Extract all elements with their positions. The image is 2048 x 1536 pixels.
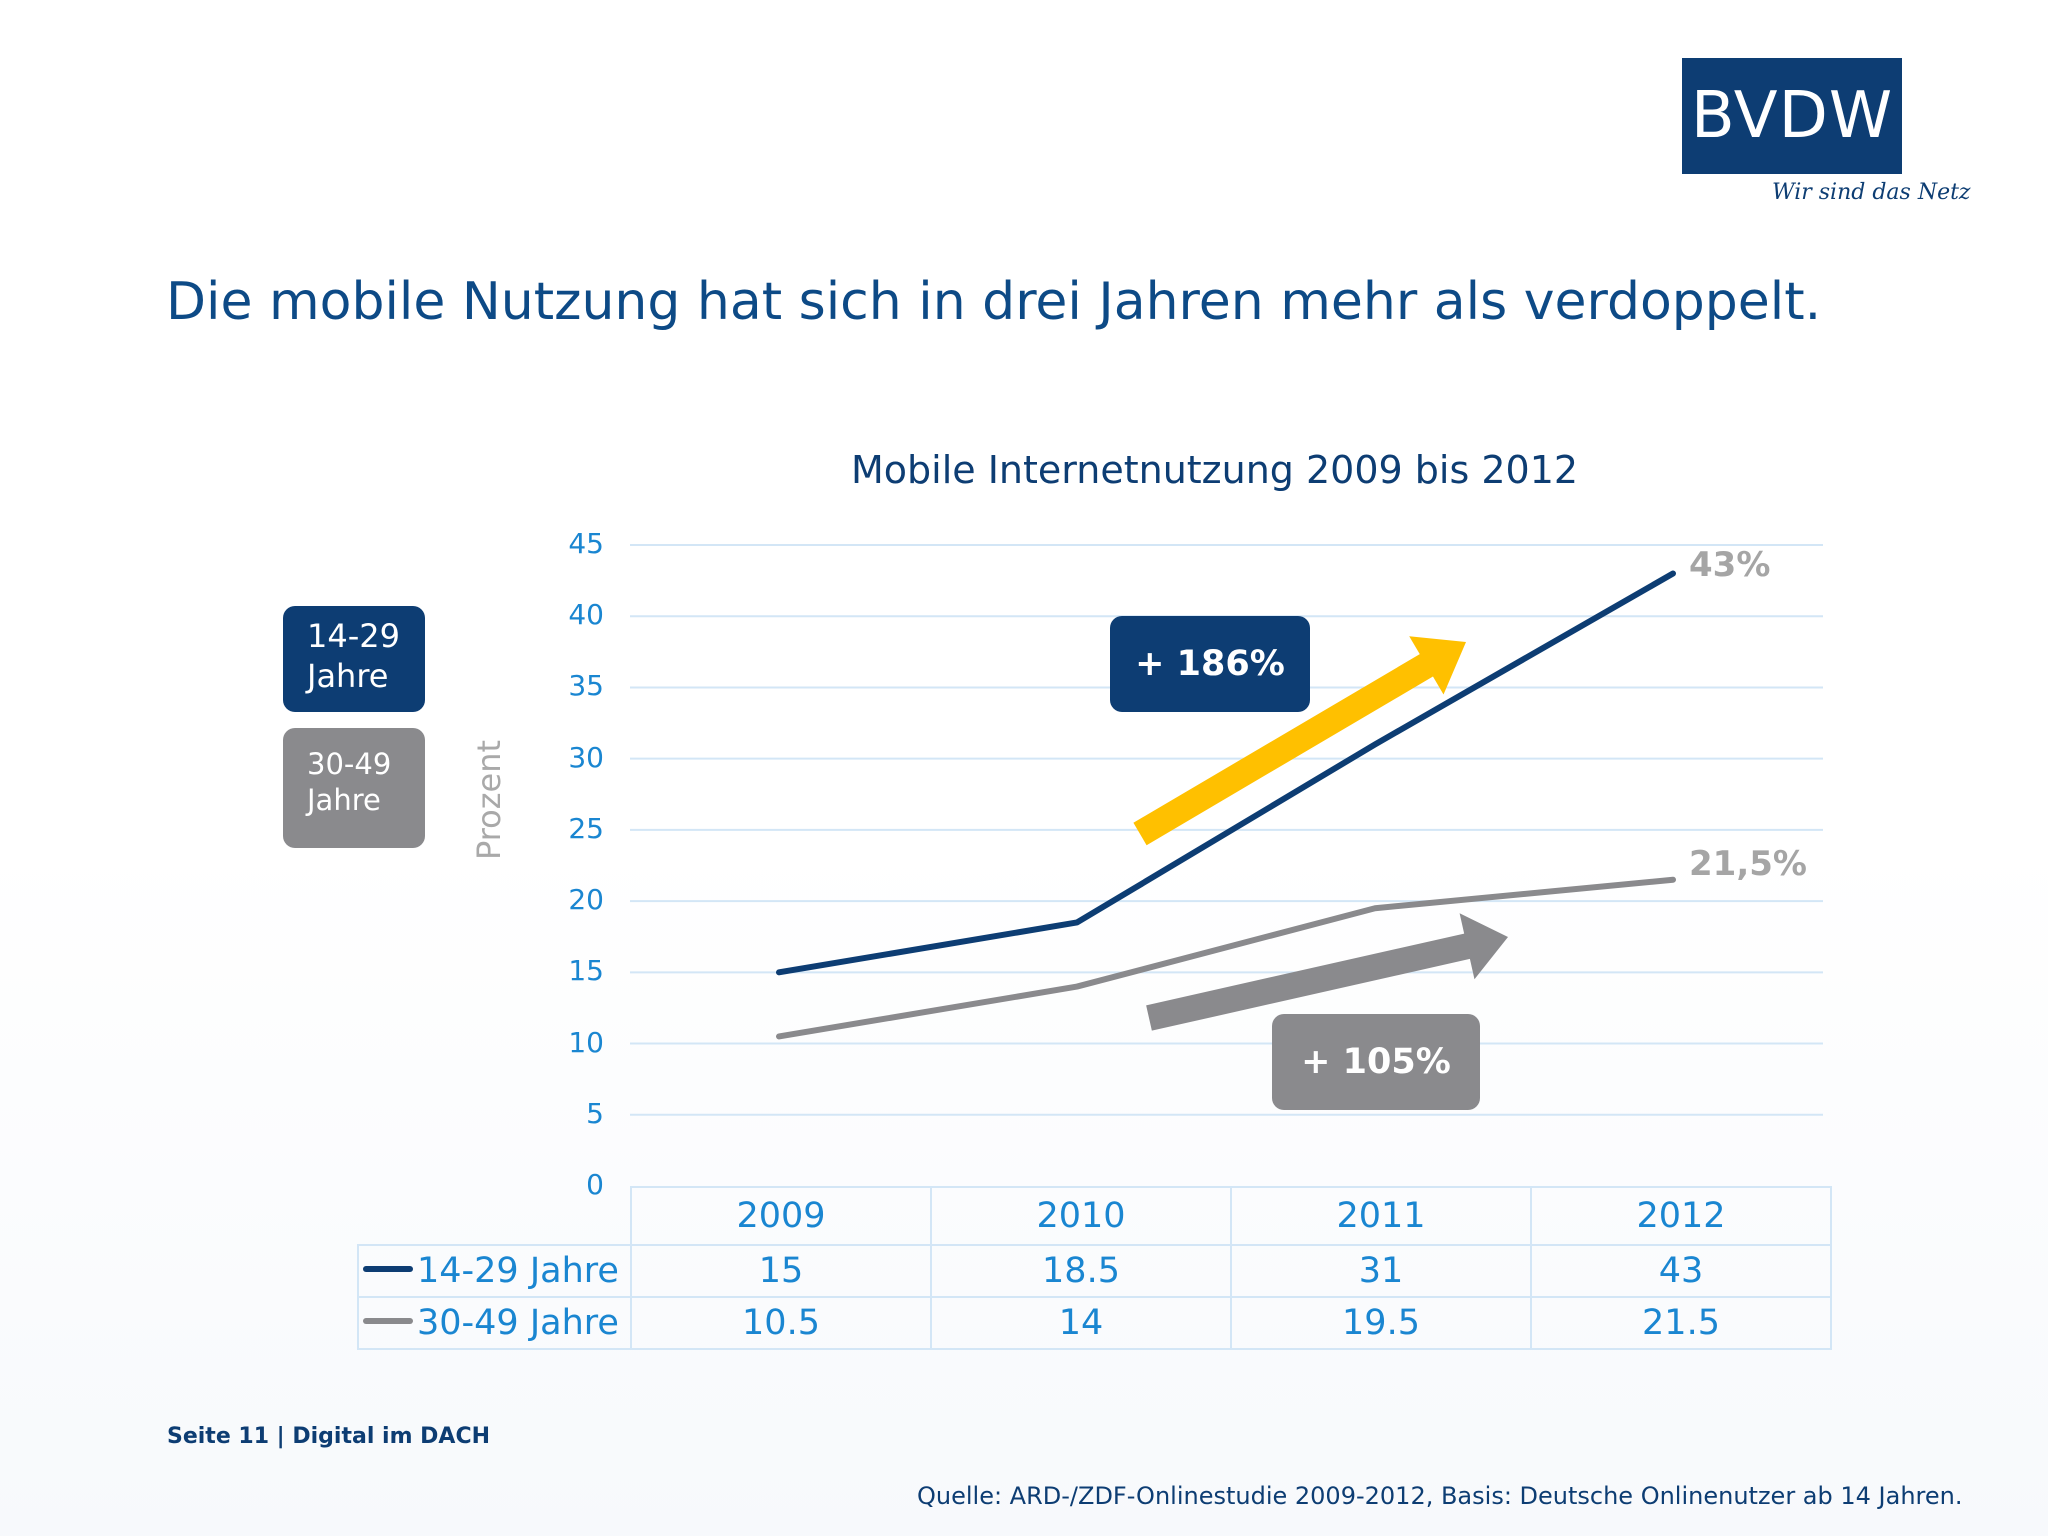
y-tick-label: 20	[568, 883, 604, 917]
series-lines	[776, 570, 1676, 1040]
table-corner	[358, 1187, 632, 1246]
table-row-label-14-29: 14-29 Jahre	[357, 1244, 632, 1298]
legend-badge-30-49: 30-49 Jahre	[283, 728, 425, 848]
growth-badge-30-49: + 105%	[1272, 1014, 1480, 1110]
table-header-2010: 2010	[930, 1186, 1232, 1246]
table-cell: 43	[1530, 1244, 1832, 1298]
series-line-14-29	[776, 570, 1676, 976]
y-tick-label: 25	[568, 811, 604, 845]
growth-badge-14-29: + 186%	[1110, 616, 1310, 712]
end-label-14-29: 43%	[1689, 545, 1771, 586]
table-cell: 10.5	[630, 1296, 932, 1350]
logo-tagline: Wir sind das Netz	[1772, 180, 1971, 205]
table-header-2012: 2012	[1530, 1186, 1832, 1246]
growth-arrow-30-49	[1146, 913, 1508, 1031]
series-name-14-29: 14-29 Jahre	[417, 1251, 619, 1291]
table-cell: 18.5	[930, 1244, 1232, 1298]
growth-arrows	[1133, 636, 1508, 1031]
y-tick-label: 35	[568, 669, 604, 703]
series-name-30-49: 30-49 Jahre	[417, 1303, 619, 1343]
y-tick-label: 30	[568, 740, 604, 774]
bvdw-logo: BVDW	[1682, 58, 1902, 174]
table-row: 30-49 Jahre 10.5 14 19.5 21.5	[357, 1296, 1832, 1350]
y-tick-label: 15	[568, 954, 604, 988]
logo-text: BVDW	[1690, 79, 1894, 153]
table-cell: 19.5	[1230, 1296, 1532, 1350]
legend-badge-14-29: 14-29 Jahre	[283, 606, 425, 712]
chart-title: Mobile Internetnutzung 2009 bis 2012	[851, 448, 1579, 492]
growth-arrow-14-29	[1133, 636, 1466, 846]
table-header-row: 2009 2010 2011 2012	[358, 1186, 1832, 1246]
y-tick-label: 10	[568, 1025, 604, 1059]
footer-page-info: Seite 11 | Digital im DACH	[167, 1424, 490, 1449]
legend-label-30-49: 30-49 Jahre	[307, 747, 392, 818]
y-tick-label: 45	[568, 527, 604, 560]
table-header-2009: 2009	[630, 1186, 932, 1246]
series-line-30-49	[776, 876, 1676, 1040]
table-cell: 14	[930, 1296, 1232, 1350]
table-cell: 15	[630, 1244, 932, 1298]
legend-swatch-30-49	[363, 1318, 413, 1324]
legend-swatch-14-29	[363, 1266, 413, 1272]
data-table: 2009 2010 2011 2012 14-29 Jahre 15 18.5 …	[357, 1186, 1832, 1350]
y-tick-label: 5	[586, 1096, 604, 1130]
table-header-2011: 2011	[1230, 1186, 1532, 1246]
end-label-30-49: 21,5%	[1689, 843, 1807, 884]
table-row-label-30-49: 30-49 Jahre	[357, 1296, 632, 1350]
table-cell: 31	[1230, 1244, 1532, 1298]
y-tick-label: 40	[568, 598, 604, 632]
footer-source: Quelle: ARD-/ZDF-Onlinestudie 2009-2012,…	[917, 1482, 1963, 1510]
page-title: Die mobile Nutzung hat sich in drei Jahr…	[166, 272, 1822, 332]
legend-label-14-29: 14-29 Jahre	[307, 617, 400, 695]
table-cell: 21.5	[1530, 1296, 1832, 1350]
table-row: 14-29 Jahre 15 18.5 31 43	[357, 1244, 1832, 1298]
